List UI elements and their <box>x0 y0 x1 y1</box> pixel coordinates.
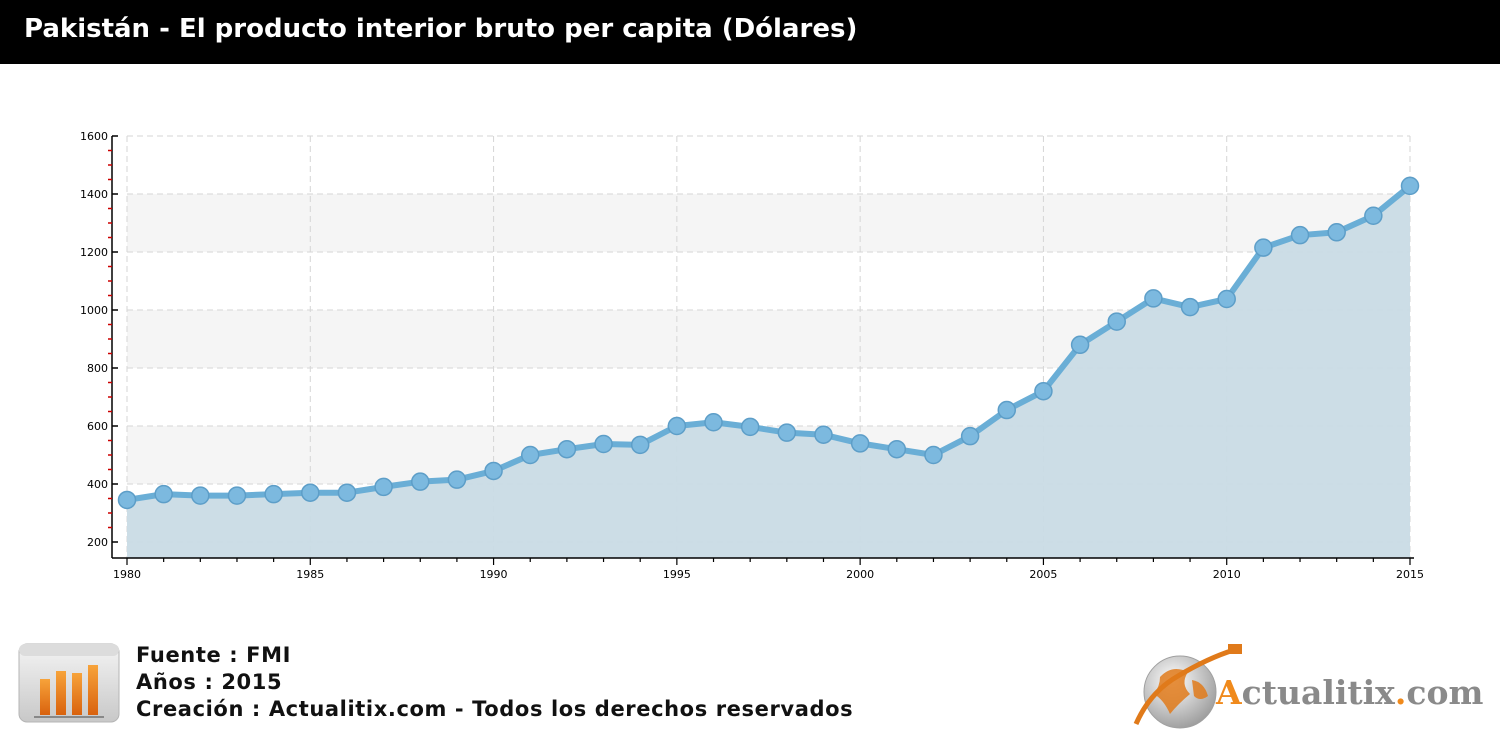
x-tick-label: 1990 <box>480 568 508 581</box>
data-point <box>447 470 467 489</box>
x-tick-label: 1995 <box>663 568 691 581</box>
x-tick-label: 2005 <box>1029 568 1057 581</box>
brand-logo-text: Actualitix.com <box>1216 673 1483 712</box>
data-point <box>667 416 687 436</box>
data-point <box>887 439 907 459</box>
data-point <box>814 425 833 444</box>
data-point <box>117 490 137 510</box>
brand-initial: A <box>1216 673 1242 712</box>
data-point <box>704 412 723 432</box>
y-tick-label: 400 <box>87 478 108 491</box>
data-point <box>1327 223 1346 242</box>
brand-domain: com <box>1406 673 1484 712</box>
area-fill <box>127 185 1410 558</box>
y-tick-label: 800 <box>87 362 108 375</box>
globe-usb-icon <box>1133 644 1242 729</box>
data-point <box>191 486 210 505</box>
data-point <box>630 435 650 455</box>
data-point <box>411 472 430 491</box>
x-tick-label: 1985 <box>296 568 324 581</box>
data-point <box>520 445 540 465</box>
data-point <box>997 400 1017 420</box>
data-point <box>484 461 503 481</box>
data-point <box>960 426 980 446</box>
y-tick-label: 1000 <box>80 304 108 317</box>
data-point <box>1180 297 1200 317</box>
data-point <box>374 477 393 497</box>
data-point <box>301 483 320 502</box>
grid-band <box>127 136 1410 194</box>
page-title: Pakistán - El producto interior bruto pe… <box>24 14 858 44</box>
data-point <box>154 484 173 504</box>
x-tick-label: 2010 <box>1213 568 1241 581</box>
brand-name: ctualitix <box>1241 673 1395 712</box>
data-point <box>1254 238 1273 257</box>
data-point <box>1364 206 1383 225</box>
source-label: Fuente : FMI <box>136 643 291 667</box>
data-point <box>1217 289 1236 309</box>
y-tick-label: 1400 <box>80 188 108 201</box>
x-tick-label: 1980 <box>113 568 141 581</box>
data-point <box>777 423 797 442</box>
gdp-chart: 200 400 600 800 1000 1200 1400 1600 1980 1985 1990… <box>80 130 1424 581</box>
data-point <box>264 484 283 504</box>
footer-info: Fuente : FMI Años : 2015 Creación : Actu… <box>136 642 853 723</box>
data-point <box>337 483 357 502</box>
x-tick-label: 2000 <box>846 568 874 581</box>
data-point <box>924 445 943 465</box>
data-point <box>740 417 760 437</box>
data-point <box>1034 381 1053 401</box>
y-tick-label: 200 <box>87 536 108 549</box>
data-point <box>1107 312 1126 331</box>
brand-dot: . <box>1394 673 1407 712</box>
y-tick-label: 600 <box>87 420 108 433</box>
data-point <box>1144 289 1163 308</box>
x-tick-label: 2015 <box>1396 568 1424 581</box>
years-label: Años : 2015 <box>136 670 283 694</box>
grid-band <box>127 194 1410 252</box>
data-point <box>227 486 247 505</box>
data-point <box>1070 335 1090 355</box>
data-point <box>1400 176 1420 196</box>
creation-label: Creación : Actualitix.com - Todos los de… <box>136 697 854 721</box>
data-point <box>594 434 613 454</box>
title-bar: Pakistán - El producto interior bruto pe… <box>0 0 1500 64</box>
bar-chart-icon <box>18 643 120 723</box>
y-tick-label: 1600 <box>80 130 108 143</box>
data-point <box>557 439 577 459</box>
data-point <box>1290 225 1310 245</box>
data-point <box>850 434 870 453</box>
y-tick-label: 1200 <box>80 246 108 259</box>
